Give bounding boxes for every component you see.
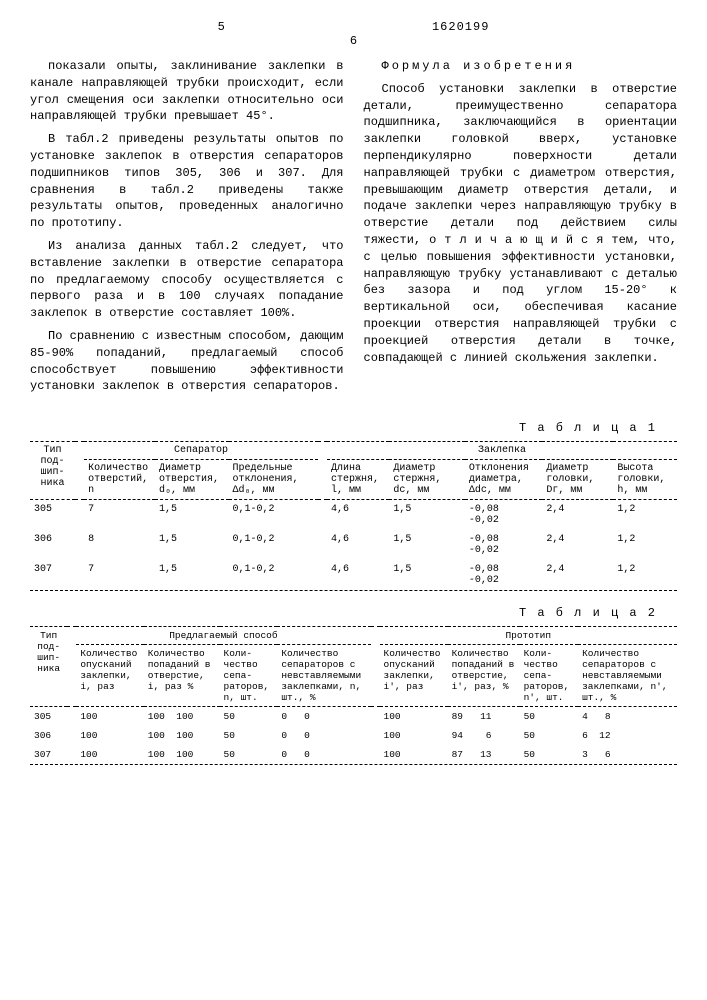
paragraph: В табл.2 приведены результаты опы­тов по… xyxy=(30,131,344,232)
formula-title: Формула изобретения xyxy=(364,58,678,75)
table-row: 305100100 100500 010089 11504 8 xyxy=(30,707,677,727)
paragraph: По сравнению с известным способом, дающи… xyxy=(30,328,344,395)
col-header: Коли­чество сепа­рато­ров, n, шт. xyxy=(220,645,278,707)
cell: 100 xyxy=(76,707,143,727)
cell: 8 xyxy=(84,530,155,560)
cell: 1,2 xyxy=(613,560,677,590)
cell: 100 xyxy=(76,745,143,764)
col-header: Коли­чество сепа­рато­ров, n', шт. xyxy=(520,645,578,707)
cell: 0,1-0,2 xyxy=(229,560,318,590)
body-columns: показали опыты, заклинивание заклеп­ки в… xyxy=(30,58,677,401)
paragraph: показали опыты, заклинивание заклеп­ки в… xyxy=(30,58,344,125)
col-header: Коли­чество сепарато­ров с невстав­ляемы… xyxy=(277,645,370,707)
group-header: Сепаратор xyxy=(84,442,318,460)
left-column: показали опыты, заклинивание заклеп­ки в… xyxy=(30,58,344,401)
group-header: Прототип xyxy=(380,627,678,645)
cell: 87 13 xyxy=(448,745,520,764)
cell: 2,4 xyxy=(542,530,613,560)
col-header: Тип под­шип­ника xyxy=(30,442,75,500)
col-header: Диаметр стержня, dc, мм xyxy=(389,460,465,500)
table1: Тип под­шип­ника Сепаратор Заклепка Коли… xyxy=(30,441,677,590)
col-header: Диаметр отверс­тия, d₀, мм xyxy=(155,460,229,500)
cell: 100 xyxy=(76,726,143,745)
cell: 305 xyxy=(30,500,75,531)
cell: 0 0 xyxy=(277,707,370,727)
table-row: 30771,50,1-0,24,61,5-0,08 -0,022,41,2 xyxy=(30,560,677,590)
table-row: 30681,50,1-0,24,61,5-0,08 -0,022,41,2 xyxy=(30,530,677,560)
col-header: Коли­чество попада­ний в отверс­тие, i',… xyxy=(448,645,520,707)
cell: 50 xyxy=(520,745,578,764)
cell: -0,08 -0,02 xyxy=(465,530,542,560)
cell: 50 xyxy=(220,707,278,727)
cell: 307 xyxy=(30,745,67,764)
cell: 50 xyxy=(520,707,578,727)
cell: 306 xyxy=(30,726,67,745)
doc-number: 1620199 xyxy=(432,20,489,34)
page-header: 5 1620199 6 xyxy=(30,20,677,48)
col-header: Откло­нения диамет­ра, Δdc, мм xyxy=(465,460,542,500)
cell: 7 xyxy=(84,560,155,590)
cell: 7 xyxy=(84,500,155,531)
group-header: Заклепка xyxy=(327,442,677,460)
page-num-right: 6 xyxy=(350,34,357,48)
cell: 4 8 xyxy=(578,707,677,727)
cell: 50 xyxy=(220,745,278,764)
paragraph: Из анализа данных табл.2 следует, что вс… xyxy=(30,238,344,322)
cell: 2,4 xyxy=(542,560,613,590)
cell: 6 12 xyxy=(578,726,677,745)
col-header: Коли­чество опуска­ний за­клепки, i, раз xyxy=(76,645,143,707)
cell: 305 xyxy=(30,707,67,727)
page-num-left: 5 xyxy=(218,20,225,34)
cell: 4,6 xyxy=(327,560,389,590)
table-row: 306100100 100500 010094 6506 12 xyxy=(30,726,677,745)
col-header: Коли­чество сепара­торов с невставля­емы… xyxy=(578,645,677,707)
col-header: Диаметр голов­ки, Dг, мм xyxy=(542,460,613,500)
cell: 100 xyxy=(380,726,448,745)
cell: 4,6 xyxy=(327,530,389,560)
col-header: Длина стерж­ня, l, мм xyxy=(327,460,389,500)
cell: 100 xyxy=(380,707,448,727)
cell: -0,08 -0,02 xyxy=(465,560,542,590)
cell: 50 xyxy=(220,726,278,745)
group-header: Предлагаемый способ xyxy=(76,627,370,645)
cell: 100 100 xyxy=(144,726,220,745)
cell: 1,5 xyxy=(389,530,465,560)
table-row: 307100100 100500 010087 13503 6 xyxy=(30,745,677,764)
cell: 0 0 xyxy=(277,726,370,745)
cell: 1,5 xyxy=(389,500,465,531)
col-header: Высота голов­ки, h, мм xyxy=(613,460,677,500)
col-header: Коли­чество опуска­ний за­клепки, i', ра… xyxy=(380,645,448,707)
right-column: Формула изобретения Способ установки зак… xyxy=(364,58,678,401)
cell: -0,08 -0,02 xyxy=(465,500,542,531)
table2-title: Т а б л и ц а 2 xyxy=(30,606,657,620)
cell: 306 xyxy=(30,530,75,560)
cell: 1,5 xyxy=(389,560,465,590)
cell: 1,5 xyxy=(155,500,229,531)
cell: 4,6 xyxy=(327,500,389,531)
col-header: Предель­ные от­клонения, Δd₀, мм xyxy=(229,460,318,500)
col-header: Коли­чество отверс­тий, n xyxy=(84,460,155,500)
cell: 100 100 xyxy=(144,707,220,727)
cell: 2,4 xyxy=(542,500,613,531)
table-row: 30571,50,1-0,24,61,5-0,08 -0,022,41,2 xyxy=(30,500,677,531)
cell: 1,5 xyxy=(155,560,229,590)
cell: 0,1-0,2 xyxy=(229,530,318,560)
cell: 1,2 xyxy=(613,500,677,531)
cell: 50 xyxy=(520,726,578,745)
cell: 100 xyxy=(380,745,448,764)
cell: 0 0 xyxy=(277,745,370,764)
cell: 307 xyxy=(30,560,75,590)
cell: 89 11 xyxy=(448,707,520,727)
cell: 100 100 xyxy=(144,745,220,764)
cell: 0,1-0,2 xyxy=(229,500,318,531)
col-header: Коли­чество попа­даний в от­верстие, i, … xyxy=(144,645,220,707)
table2: Тип под­шип­ника Предлагаемый способ Про… xyxy=(30,626,677,764)
cell: 94 6 xyxy=(448,726,520,745)
cell: 3 6 xyxy=(578,745,677,764)
cell: 1,5 xyxy=(155,530,229,560)
col-header: Тип под­шип­ника xyxy=(30,627,67,707)
cell: 1,2 xyxy=(613,530,677,560)
paragraph: Способ установки заклепки в отвер­стие д… xyxy=(364,81,678,367)
table1-title: Т а б л и ц а 1 xyxy=(30,421,657,435)
